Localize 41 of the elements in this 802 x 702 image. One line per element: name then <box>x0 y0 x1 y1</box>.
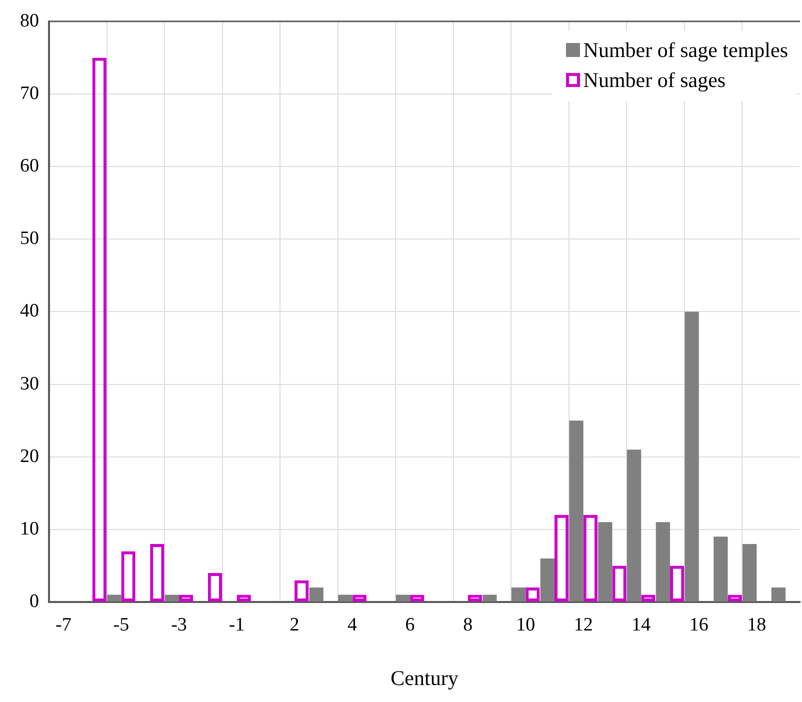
bar <box>338 594 352 602</box>
bar <box>771 587 786 602</box>
y-tick-label: 30 <box>20 373 39 394</box>
legend-label: Number of sage temples <box>583 37 788 64</box>
bar <box>684 312 699 602</box>
x-tick-label: -3 <box>171 614 187 636</box>
bar <box>656 522 670 602</box>
bar <box>511 587 526 602</box>
x-tick-label: 4 <box>348 614 358 636</box>
bar <box>482 594 497 602</box>
bar <box>626 450 642 602</box>
bar <box>569 420 584 602</box>
legend-label: Number of sages <box>583 67 726 94</box>
x-tick-label: 14 <box>632 614 652 636</box>
y-tick-label: 70 <box>20 82 39 104</box>
x-tick-label: -1 <box>228 614 245 636</box>
y-tick-label: 20 <box>20 446 39 467</box>
x-tick-label: 10 <box>516 614 536 636</box>
y-tick-label: 0 <box>30 590 39 612</box>
bar <box>396 594 410 602</box>
y-tick-label: 80 <box>20 10 39 32</box>
bar <box>107 594 122 602</box>
x-tick-label: 8 <box>463 614 473 636</box>
bar <box>164 594 179 602</box>
bar <box>540 558 554 602</box>
bar <box>598 522 612 602</box>
x-tick-label: 12 <box>574 614 593 636</box>
x-tick-label: -5 <box>113 614 130 636</box>
x-tick-label: 18 <box>747 614 766 636</box>
bar <box>714 536 728 602</box>
y-tick-label: 60 <box>20 156 39 177</box>
y-tick-label: 40 <box>20 300 39 322</box>
bar <box>742 544 757 602</box>
x-tick-label: 2 <box>290 614 300 636</box>
y-tick-label: 10 <box>20 518 39 540</box>
x-tick-label: -7 <box>56 614 72 636</box>
bar <box>309 587 324 602</box>
y-tick-label: 50 <box>20 228 39 250</box>
x-axis-title: Century <box>390 666 459 690</box>
x-tick-label: 6 <box>405 614 415 636</box>
x-tick-label: 16 <box>689 614 708 636</box>
